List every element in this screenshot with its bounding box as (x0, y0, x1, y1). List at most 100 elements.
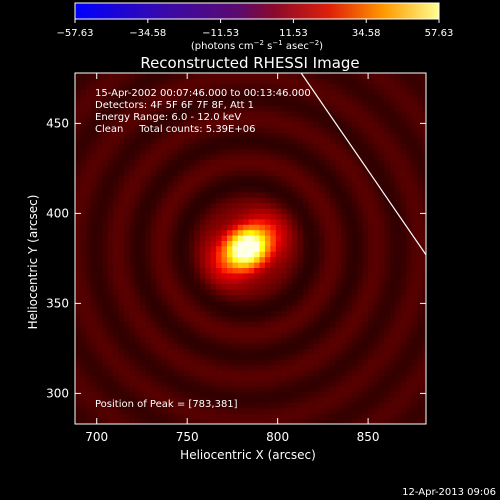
heatmap-cell (308, 267, 315, 274)
heatmap-cell (264, 251, 272, 258)
heatmap-cell (275, 359, 282, 366)
heatmap-cell (232, 170, 239, 177)
heatmap-cell (340, 256, 347, 263)
heatmap-cell (123, 235, 130, 241)
heatmap-cell (368, 235, 375, 241)
heatmap-cell (118, 213, 125, 220)
heatmap-cell (216, 278, 223, 285)
heatmap-cell (205, 73, 212, 79)
heatmap-cell (281, 100, 288, 106)
heatmap-cell (411, 245, 418, 252)
heatmap-cell (248, 262, 255, 268)
heatmap-cell (80, 386, 87, 393)
heatmap-cell (123, 256, 130, 263)
heatmap-cell (194, 159, 201, 166)
heatmap-cell (389, 94, 396, 101)
heatmap-cell (123, 413, 130, 420)
heatmap-cell (107, 240, 114, 247)
heatmap-cell (254, 89, 261, 96)
heatmap-cell (183, 213, 190, 220)
heatmap-cell (80, 391, 87, 398)
heatmap-cell (259, 375, 266, 382)
heatmap-cell (297, 218, 304, 225)
heatmap-cell (156, 116, 163, 123)
heatmap-cell (264, 294, 272, 301)
heatmap-cell (254, 413, 261, 420)
heatmap-cell (259, 89, 266, 96)
heatmap-cell (368, 310, 375, 317)
heatmap-cell (134, 186, 141, 193)
heatmap-cell (319, 224, 326, 231)
heatmap-cell (248, 121, 255, 128)
heatmap-cell (384, 240, 391, 247)
heatmap-cell (292, 332, 299, 339)
heatmap-cell (254, 397, 261, 403)
heatmap-cell (194, 251, 201, 258)
heatmap-cell (259, 78, 266, 85)
heatmap-cell (221, 143, 228, 150)
heatmap-cell (85, 262, 92, 268)
heatmap-cell (178, 202, 185, 209)
heatmap-cell (75, 305, 82, 312)
heatmap-cell (237, 402, 244, 409)
heatmap-cell (292, 326, 299, 333)
heatmap-cell (254, 407, 261, 414)
heatmap-cell (384, 272, 391, 279)
heatmap-cell (140, 348, 147, 355)
heatmap-cell (129, 262, 136, 268)
heatmap-cell (123, 305, 130, 312)
heatmap-cell (226, 208, 234, 214)
heatmap-cell (183, 337, 190, 344)
heatmap-cell (96, 343, 103, 349)
heatmap-cell (123, 208, 130, 214)
heatmap-cell (259, 305, 266, 312)
heatmap-cell (75, 159, 82, 166)
heatmap-cell (297, 186, 304, 193)
heatmap-cell (400, 137, 407, 144)
heatmap-cell (400, 235, 407, 241)
heatmap-cell (292, 305, 299, 312)
heatmap-cell (183, 407, 190, 414)
heatmap-cell (237, 154, 244, 160)
heatmap-cell (112, 240, 120, 247)
heatmap-cell (292, 370, 299, 376)
heatmap-cell (281, 278, 288, 285)
heatmap-cell (226, 272, 234, 279)
heatmap-cell (205, 256, 212, 263)
heatmap-cell (357, 127, 364, 133)
heatmap-cell (167, 100, 174, 106)
heatmap-cell (221, 251, 228, 258)
heatmap-cell (400, 332, 407, 339)
heatmap-cell (150, 348, 158, 355)
heatmap-cell (378, 370, 385, 376)
heatmap-cell (194, 164, 201, 171)
heatmap-cell (330, 159, 337, 166)
heatmap-cell (389, 391, 396, 398)
heatmap-cell (129, 332, 136, 339)
heatmap-cell (75, 100, 82, 106)
heatmap-cell (156, 353, 163, 360)
x-tick-label: 700 (85, 430, 108, 444)
heatmap-cell (259, 197, 266, 204)
heatmap-cell (406, 186, 413, 193)
heatmap-cell (378, 100, 385, 106)
heatmap-cell (205, 132, 212, 139)
heatmap-cell (368, 299, 375, 306)
heatmap-cell (134, 132, 141, 139)
heatmap-cell (134, 143, 141, 150)
heatmap-cell (416, 251, 423, 258)
heatmap-cell (286, 143, 293, 150)
heatmap-cell (248, 191, 255, 198)
heatmap-cell (275, 294, 282, 301)
heatmap-cell (281, 213, 288, 220)
heatmap-cell (205, 224, 212, 231)
heatmap-cell (411, 240, 418, 247)
heatmap-cell (161, 224, 168, 231)
heatmap-cell (85, 175, 92, 182)
heatmap-cell (324, 132, 331, 139)
heatmap-cell (167, 181, 174, 187)
heatmap-cell (411, 289, 418, 295)
heatmap-cell (80, 364, 87, 371)
heatmap-cell (335, 316, 342, 322)
heatmap-cell (75, 256, 82, 263)
